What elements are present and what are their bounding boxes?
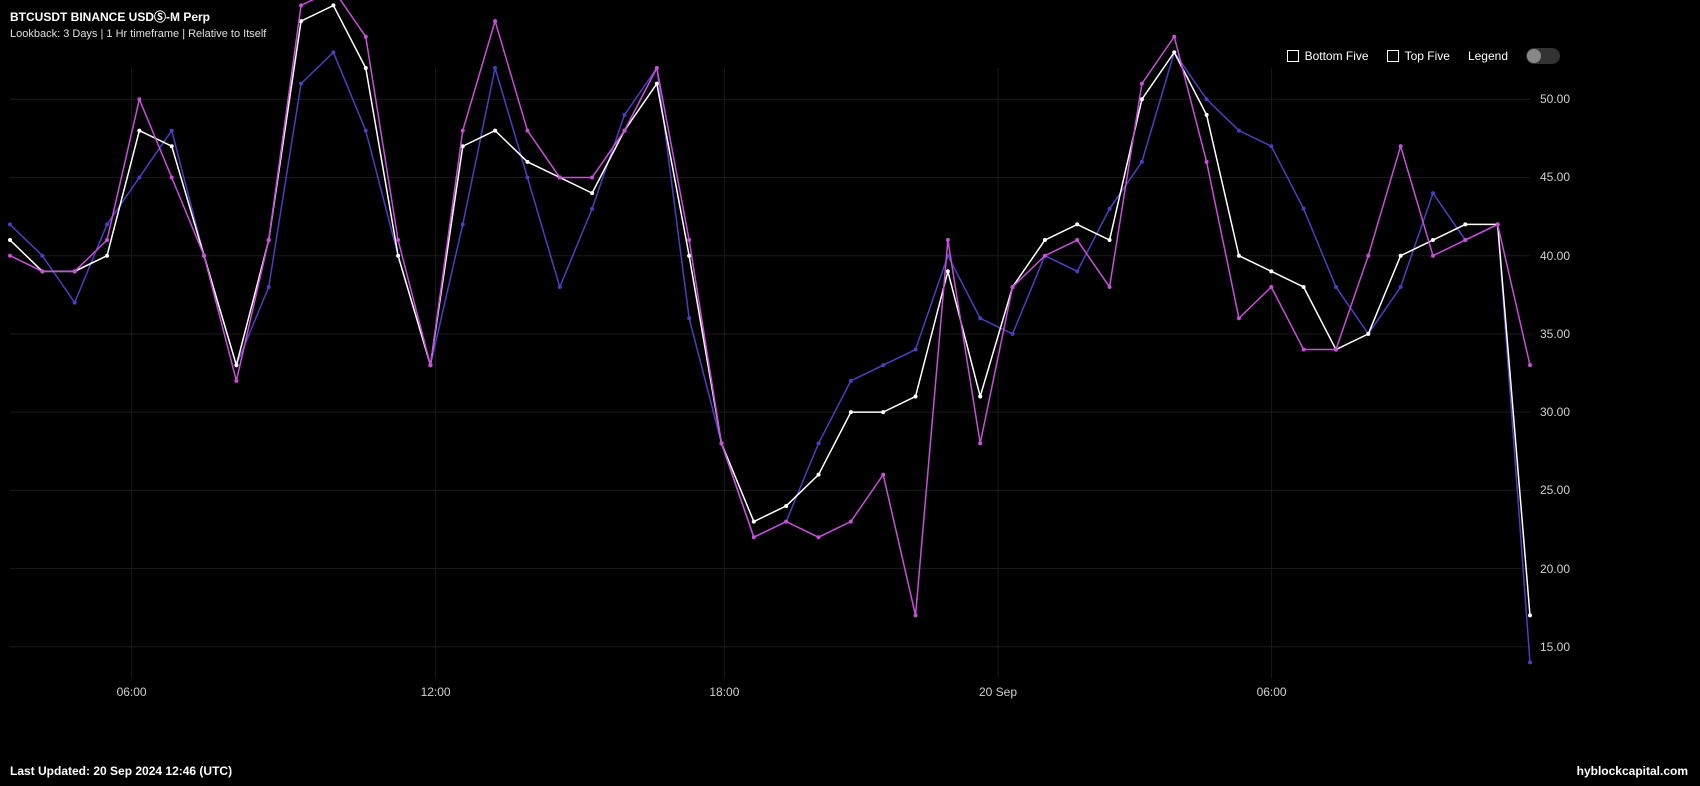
footer-watermark: hyblockcapital.com	[1577, 764, 1688, 778]
x-tick-label: 18:00	[709, 685, 739, 699]
checkbox-icon	[1387, 50, 1399, 62]
y-tick-label: 45.00	[1540, 170, 1570, 184]
y-tick-label: 20.00	[1540, 562, 1570, 576]
y-tick-label: 40.00	[1540, 249, 1570, 263]
x-axis-labels: 06:00 12:00 18:00 20 Sep 06:00	[10, 685, 1530, 705]
chart-container: BTCUSDT BINANCE USDⓈ-M Perp Lookback: 3 …	[0, 0, 1700, 786]
y-tick-label: 30.00	[1540, 405, 1570, 419]
x-tick-label: 06:00	[1257, 685, 1287, 699]
y-axis-labels: 15.00 20.00 25.00 30.00 35.00 40.00 45.00 50.00	[1530, 68, 1570, 678]
legend-top-five-label: Top Five	[1405, 49, 1450, 63]
toggle-knob-icon	[1527, 49, 1541, 63]
legend-label: Legend	[1468, 49, 1508, 63]
x-tick-label: 20 Sep	[979, 685, 1017, 699]
checkbox-icon	[1287, 50, 1299, 62]
chart-title: BTCUSDT BINANCE USDⓈ-M Perp	[10, 8, 266, 26]
y-tick-label: 50.00	[1540, 92, 1570, 106]
legend-toggle[interactable]	[1526, 48, 1560, 64]
y-tick-label: 25.00	[1540, 483, 1570, 497]
legend-bar: Bottom Five Top Five Legend	[1287, 48, 1560, 64]
y-tick-label: 35.00	[1540, 327, 1570, 341]
chart-svg	[10, 68, 1530, 678]
chart-plot-area[interactable]	[10, 68, 1530, 678]
y-tick-label: 15.00	[1540, 640, 1570, 654]
footer-last-updated: Last Updated: 20 Sep 2024 12:46 (UTC)	[10, 764, 232, 778]
x-tick-label: 12:00	[421, 685, 451, 699]
chart-subtitle: Lookback: 3 Days | 1 Hr timeframe | Rela…	[10, 26, 266, 43]
legend-top-five[interactable]: Top Five	[1387, 49, 1450, 63]
x-tick-label: 06:00	[117, 685, 147, 699]
chart-header: BTCUSDT BINANCE USDⓈ-M Perp Lookback: 3 …	[10, 8, 266, 43]
legend-bottom-five[interactable]: Bottom Five	[1287, 49, 1369, 63]
legend-bottom-five-label: Bottom Five	[1305, 49, 1369, 63]
